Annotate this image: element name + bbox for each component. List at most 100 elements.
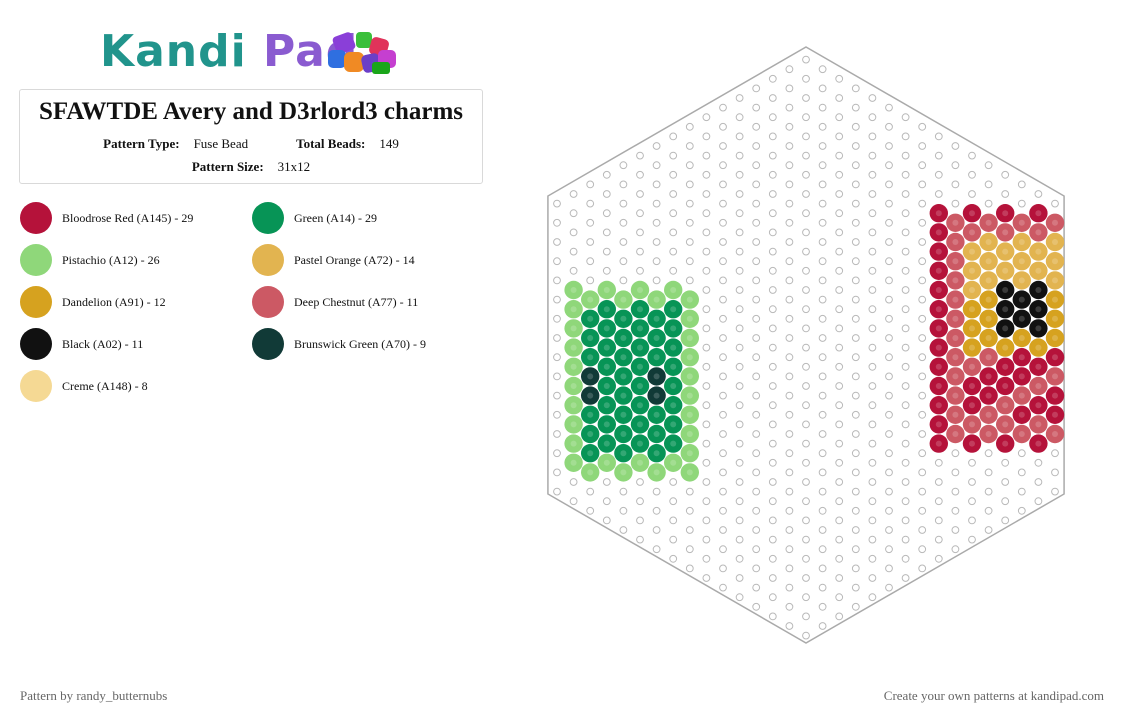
empty-peg: [768, 458, 777, 467]
placed-bead: [929, 204, 948, 223]
placed-bead: [1012, 252, 1031, 271]
bead-hole: [653, 335, 660, 341]
empty-peg: [802, 305, 810, 314]
empty-peg: [719, 410, 727, 419]
bead-hole: [1002, 363, 1009, 370]
placed-bead: [647, 424, 666, 444]
placed-bead: [1029, 434, 1048, 453]
empty-peg: [785, 84, 794, 93]
empty-peg: [752, 602, 761, 611]
empty-peg: [918, 257, 927, 266]
placed-bead: [962, 396, 982, 415]
placed-bead: [1029, 223, 1048, 242]
placed-bead: [664, 415, 683, 434]
empty-peg: [951, 526, 960, 534]
placed-bead: [962, 376, 982, 396]
empty-peg: [968, 497, 976, 506]
empty-peg: [785, 410, 794, 419]
placed-bead: [664, 376, 683, 396]
bead-hole: [1018, 411, 1025, 418]
bead-hole: [985, 296, 992, 303]
empty-peg: [669, 228, 678, 237]
empty-peg: [851, 257, 860, 266]
empty-peg: [901, 458, 910, 467]
empty-peg: [553, 238, 561, 246]
empty-peg: [802, 574, 810, 582]
empty-peg: [752, 353, 761, 362]
empty-peg: [785, 65, 794, 74]
empty-peg: [951, 468, 960, 477]
empty-peg: [818, 449, 827, 458]
kandipad-link[interactable]: Create your own patterns at kandipad.com: [883, 688, 1104, 703]
bead-hole: [620, 315, 627, 322]
empty-peg: [918, 161, 927, 170]
empty-peg: [719, 583, 727, 592]
placed-bead: [581, 424, 600, 444]
empty-peg: [702, 382, 711, 390]
placed-bead: [996, 338, 1015, 357]
empty-peg: [669, 247, 678, 256]
bead-hole: [570, 402, 577, 409]
bead-hole: [969, 210, 975, 217]
empty-peg: [619, 180, 628, 189]
empty-peg: [802, 439, 810, 448]
empty-peg: [735, 247, 744, 256]
placed-bead: [996, 242, 1015, 261]
empty-peg: [951, 161, 960, 170]
placed-bead: [996, 223, 1015, 242]
empty-peg: [901, 190, 910, 198]
bead-hole: [686, 450, 693, 457]
bead-hole: [1052, 258, 1058, 265]
empty-peg: [768, 478, 777, 486]
empty-peg: [835, 151, 844, 160]
bead-hole: [587, 335, 594, 341]
placed-bead: [597, 300, 616, 319]
placed-bead: [929, 338, 948, 357]
logo-wordmark: Kandi Pad: [100, 26, 359, 77]
empty-peg: [735, 420, 744, 429]
empty-peg: [835, 113, 844, 122]
placed-bead: [680, 348, 699, 367]
empty-peg: [685, 218, 694, 227]
bead-hole: [1035, 440, 1042, 447]
placed-bead: [647, 367, 666, 386]
empty-peg: [868, 247, 877, 256]
empty-peg: [1001, 478, 1010, 486]
empty-peg: [868, 151, 877, 160]
empty-peg: [885, 583, 893, 592]
kandipad-logo[interactable]: Kandi Pad: [100, 24, 410, 80]
empty-peg: [735, 574, 744, 582]
empty-peg: [818, 180, 827, 189]
bead-hole: [969, 287, 975, 293]
placed-bead: [630, 357, 650, 376]
bead-hole: [969, 248, 975, 255]
empty-peg: [785, 353, 794, 362]
empty-peg: [851, 545, 860, 554]
bead-hole: [587, 296, 594, 303]
empty-peg: [553, 314, 561, 323]
empty-peg: [768, 593, 777, 602]
empty-peg: [735, 458, 744, 467]
placed-bead: [962, 261, 982, 280]
bead-hole: [653, 450, 660, 457]
empty-peg: [835, 247, 844, 256]
empty-peg: [768, 132, 777, 141]
empty-peg: [868, 170, 877, 179]
empty-peg: [652, 487, 661, 496]
empty-peg: [802, 631, 810, 640]
placed-bead: [680, 309, 699, 328]
bead-hole: [1002, 287, 1009, 293]
empty-peg: [702, 420, 711, 429]
empty-peg: [785, 161, 794, 170]
placed-bead: [979, 386, 998, 405]
empty-peg: [752, 564, 761, 573]
placed-bead: [946, 271, 965, 290]
empty-peg: [835, 478, 844, 486]
bead-hole: [985, 431, 992, 437]
empty-peg: [802, 612, 810, 621]
bead-hole: [935, 421, 942, 428]
empty-peg: [669, 516, 678, 525]
placed-bead: [1029, 242, 1048, 261]
placed-bead: [1045, 309, 1065, 328]
empty-peg: [968, 458, 976, 467]
